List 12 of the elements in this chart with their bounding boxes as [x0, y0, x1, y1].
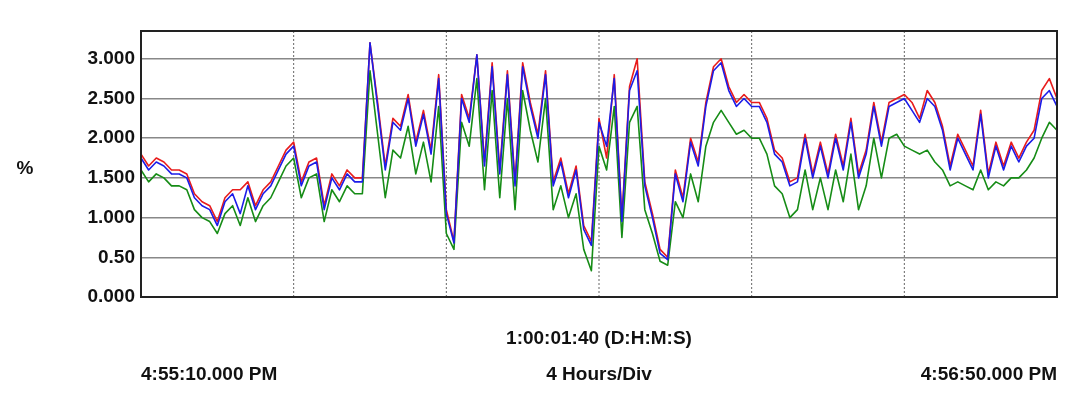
y-axis-title: % — [16, 157, 34, 179]
y-tick-label: 1.000 — [87, 205, 135, 227]
y-tick-label: 2.000 — [87, 126, 135, 148]
y-tick-label: 1.500 — [87, 166, 135, 188]
text: 4 Hours/Div — [546, 363, 653, 385]
y-tick-label: 3.000 — [87, 47, 135, 69]
text: 1:00:01:40 (D:H:M:S) — [506, 327, 692, 349]
y-tick-label: 2.500 — [87, 86, 135, 108]
y-tick-label: 0.000 — [87, 285, 135, 307]
text: 4:56:50.000 PM — [920, 363, 1057, 385]
y-tick-label: 0.50 — [98, 245, 135, 267]
text: 4:55:10.000 PM — [141, 363, 278, 385]
